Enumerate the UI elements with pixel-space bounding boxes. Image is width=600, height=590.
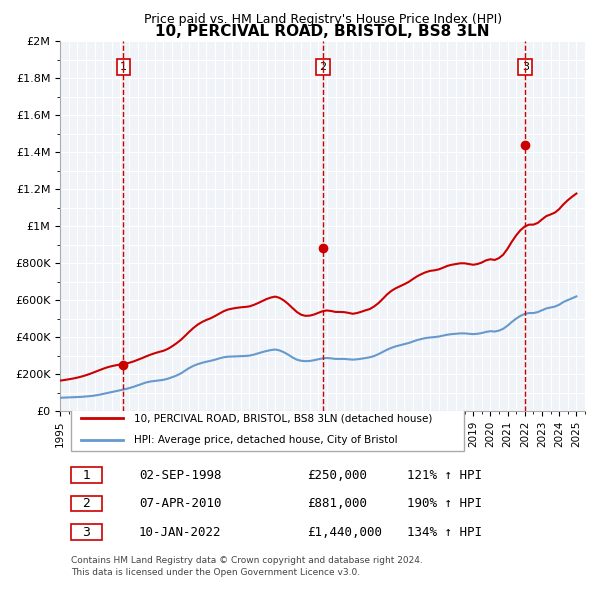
Text: 3: 3 (83, 526, 91, 539)
Text: Contains HM Land Registry data © Crown copyright and database right 2024.: Contains HM Land Registry data © Crown c… (71, 556, 422, 565)
Text: This data is licensed under the Open Government Licence v3.0.: This data is licensed under the Open Gov… (71, 568, 360, 576)
Text: 134% ↑ HPI: 134% ↑ HPI (407, 526, 482, 539)
FancyBboxPatch shape (71, 496, 102, 512)
Text: 1: 1 (120, 62, 127, 72)
Text: 3: 3 (522, 62, 529, 72)
Text: 2: 2 (319, 62, 326, 72)
Text: Price paid vs. HM Land Registry's House Price Index (HPI): Price paid vs. HM Land Registry's House … (143, 14, 502, 27)
Text: 02-SEP-1998: 02-SEP-1998 (139, 468, 221, 481)
Text: 121% ↑ HPI: 121% ↑ HPI (407, 468, 482, 481)
Text: 190% ↑ HPI: 190% ↑ HPI (407, 497, 482, 510)
Text: HPI: Average price, detached house, City of Bristol: HPI: Average price, detached house, City… (134, 435, 397, 444)
Text: 10, PERCIVAL ROAD, BRISTOL, BS8 3LN (detached house): 10, PERCIVAL ROAD, BRISTOL, BS8 3LN (det… (134, 413, 432, 423)
Text: £250,000: £250,000 (307, 468, 367, 481)
Text: 10-JAN-2022: 10-JAN-2022 (139, 526, 221, 539)
Text: 1: 1 (83, 468, 91, 481)
Text: £1,440,000: £1,440,000 (307, 526, 382, 539)
FancyBboxPatch shape (71, 524, 102, 540)
Text: £881,000: £881,000 (307, 497, 367, 510)
Title: 10, PERCIVAL ROAD, BRISTOL, BS8 3LN: 10, PERCIVAL ROAD, BRISTOL, BS8 3LN (155, 24, 490, 38)
FancyBboxPatch shape (71, 404, 464, 451)
Text: 2: 2 (83, 497, 91, 510)
Text: 07-APR-2010: 07-APR-2010 (139, 497, 221, 510)
FancyBboxPatch shape (71, 467, 102, 483)
